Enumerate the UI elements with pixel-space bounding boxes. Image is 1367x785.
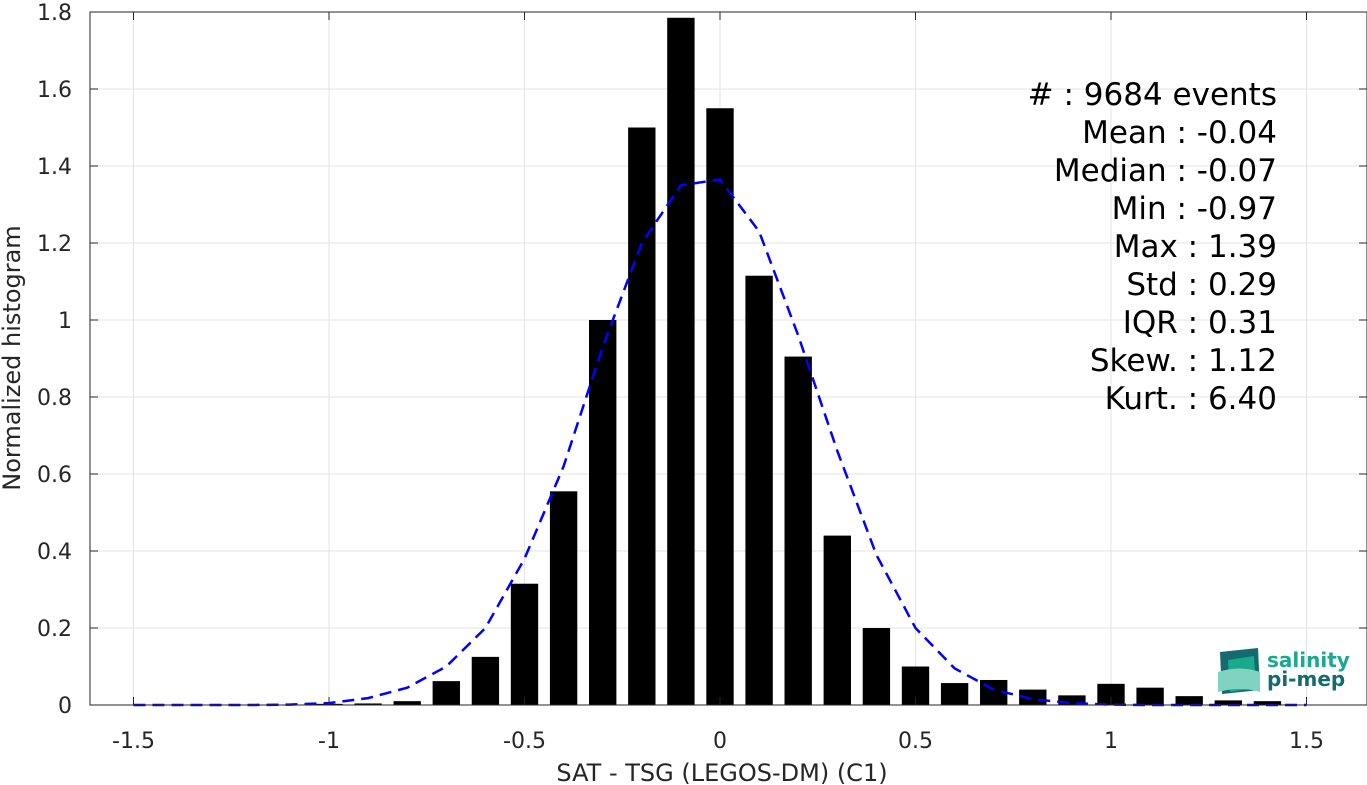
stats-line: Std : 0.29 — [1126, 267, 1277, 303]
histogram-bar — [823, 535, 851, 705]
x-axis-label: SAT - TSG (LEGOS-DM) (C1) — [556, 759, 887, 785]
axis-ticks — [90, 11, 1367, 706]
y-tick-label: 0.2 — [37, 617, 72, 642]
y-axis-label: Normalized histogram — [0, 225, 26, 490]
stats-line: Mean : -0.04 — [1082, 115, 1277, 151]
x-tick-label: -1.5 — [112, 729, 155, 754]
histogram-bar — [784, 356, 812, 705]
salinity-pi-mep-logo: salinity pi-mep — [1218, 648, 1350, 694]
stats-line: # : 9684 events — [1028, 77, 1277, 113]
histogram-bar — [628, 127, 656, 705]
logo-mark-icon — [1218, 648, 1260, 694]
histogram-bar — [745, 275, 773, 705]
x-tick-label: 1 — [1104, 729, 1118, 754]
y-tick-label: 1.8 — [37, 1, 72, 26]
histogram-bar — [1214, 700, 1242, 705]
x-tick-label: 0 — [713, 729, 727, 754]
x-tick-label: 1.5 — [1289, 729, 1324, 754]
histogram-bar — [510, 583, 539, 705]
x-tick-labels: -1.5 -1 -0.5 0 0.5 1 1.5 — [112, 729, 1324, 754]
histogram-bar — [706, 108, 734, 705]
y-tick-label: 0 — [58, 694, 72, 719]
histogram-bar — [589, 320, 617, 705]
histogram-bar — [393, 701, 421, 705]
histogram-bar — [1175, 696, 1203, 705]
stats-line: Median : -0.07 — [1054, 153, 1277, 189]
y-tick-label: 0.4 — [37, 540, 72, 565]
stats-line: IQR : 0.31 — [1123, 305, 1277, 341]
histogram-bars — [315, 17, 1282, 705]
y-tick-label: 0.8 — [37, 386, 72, 411]
histogram-bar — [1253, 701, 1282, 705]
histogram-bar — [1058, 695, 1086, 705]
x-tick-label: -0.5 — [503, 729, 546, 754]
histogram-bar — [667, 17, 695, 705]
histogram-bar — [1136, 687, 1164, 705]
y-tick-label: 1.2 — [37, 232, 72, 257]
x-tick-label: -1 — [318, 729, 340, 754]
histogram-bar — [471, 656, 500, 705]
stats-line: Min : -0.97 — [1112, 191, 1277, 227]
axes-box — [89, 11, 1367, 706]
stats-line: Skew. : 1.12 — [1090, 343, 1277, 379]
histogram-bar — [432, 681, 460, 705]
histogram-bar — [1097, 683, 1125, 705]
logo-line-2: pi-mep — [1267, 667, 1345, 691]
logo-line-1: salinity — [1267, 648, 1350, 672]
y-tick-label: 0.6 — [37, 463, 72, 488]
y-tick-label: 1.4 — [37, 155, 72, 180]
y-tick-labels: 0 0.2 0.4 0.6 0.8 1 1.2 1.4 1.6 1.8 — [37, 1, 72, 719]
histogram-bar — [354, 703, 382, 705]
stats-line: Max : 1.39 — [1114, 229, 1277, 265]
histogram-bar — [940, 683, 969, 705]
x-tick-label: 0.5 — [898, 729, 933, 754]
stats-line: Kurt. : 6.40 — [1105, 381, 1277, 417]
y-tick-label: 1.6 — [37, 78, 72, 103]
histogram-bar — [549, 491, 578, 705]
y-tick-label: 1 — [58, 309, 72, 334]
histogram-bar — [862, 628, 891, 705]
histogram-bar — [1019, 689, 1047, 705]
